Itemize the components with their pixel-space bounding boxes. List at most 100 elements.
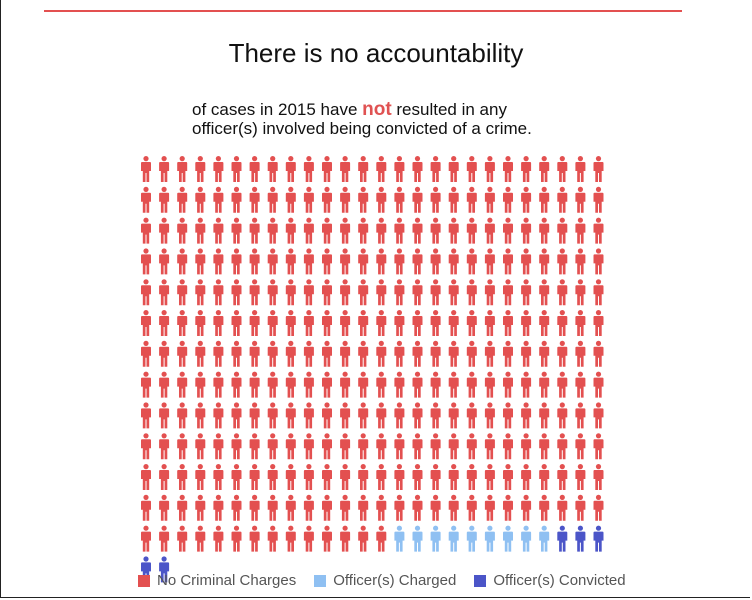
person-icon [484, 217, 495, 244]
person-icon [231, 402, 242, 429]
person-icon [195, 371, 206, 398]
person-icon [376, 433, 387, 460]
person-icon [376, 310, 387, 336]
subtitle-line-1: of cases in 2015 have not resulted in an… [192, 100, 532, 119]
person-icon [412, 186, 423, 213]
person-icon [249, 186, 260, 213]
person-icon [394, 494, 405, 521]
person-icon [285, 310, 296, 336]
person-icon [358, 464, 369, 490]
person-icon [249, 279, 260, 306]
person-icon [213, 433, 224, 460]
person-icon [575, 279, 586, 306]
person-icon [430, 371, 441, 398]
person-icon [430, 433, 441, 460]
person-icon [394, 310, 405, 336]
person-icon [394, 371, 405, 398]
chart-subtitle: of cases in 2015 have not resulted in an… [192, 100, 532, 138]
person-icon [231, 186, 242, 213]
person-icon [430, 525, 441, 552]
person-icon [267, 248, 278, 275]
person-icon [376, 279, 387, 306]
person-icon [484, 525, 495, 552]
person-icon [448, 464, 459, 490]
person-icon [466, 279, 477, 306]
person-icon [340, 279, 351, 306]
person-icon [430, 494, 441, 521]
person-icon [285, 217, 296, 244]
person-icon [231, 279, 242, 306]
person-icon [159, 371, 170, 398]
person-icon [521, 525, 532, 552]
person-icon [575, 525, 586, 552]
person-icon [521, 156, 532, 182]
person-icon [159, 525, 170, 552]
person-icon [340, 156, 351, 182]
person-icon [340, 186, 351, 213]
person-icon [267, 433, 278, 460]
person-icon [412, 217, 423, 244]
person-icon [503, 525, 513, 552]
person-icon [267, 279, 278, 306]
person-icon [195, 494, 206, 521]
person-icon [195, 464, 206, 490]
person-icon [340, 217, 351, 244]
person-icon [466, 217, 477, 244]
person-icon [484, 402, 495, 429]
person-icon [575, 186, 586, 213]
person-icon [213, 402, 224, 429]
person-icon [557, 156, 568, 182]
person-icon [159, 248, 170, 275]
person-icon [141, 494, 151, 521]
person-icon [231, 433, 242, 460]
person-icon [503, 340, 513, 367]
person-icon [340, 433, 351, 460]
person-icon [285, 340, 296, 367]
person-icon [575, 494, 586, 521]
person-icon [430, 402, 441, 429]
person-icon [448, 494, 459, 521]
person-icon [159, 186, 170, 213]
person-icon [503, 217, 513, 244]
person-icon [267, 217, 278, 244]
person-icon [340, 371, 351, 398]
person-icon [448, 279, 459, 306]
person-icon [159, 402, 170, 429]
person-icon [303, 464, 314, 490]
person-icon [503, 402, 513, 429]
person-icon [249, 494, 260, 521]
person-icon [448, 310, 459, 336]
person-icon [213, 525, 224, 552]
person-icon [412, 371, 423, 398]
person-icon [213, 186, 224, 213]
person-icon [267, 186, 278, 213]
person-icon [557, 464, 568, 490]
person-icon [231, 156, 242, 182]
person-icon [484, 248, 495, 275]
person-icon [195, 248, 206, 275]
person-icon [177, 402, 188, 429]
person-icon [249, 525, 260, 552]
person-icon [195, 525, 206, 552]
person-icon [539, 279, 550, 306]
person-icon [249, 248, 260, 275]
person-icon [521, 371, 532, 398]
person-icon [539, 494, 550, 521]
legend-label-officers-charged: Officer(s) Charged [333, 572, 457, 589]
legend-label-no-criminal-charges: No Criminal Charges [157, 572, 297, 589]
legend-item-officers-convicted: Officer(s) Convicted [474, 572, 626, 589]
person-icon [322, 494, 332, 521]
person-icon [322, 186, 332, 213]
person-icon [340, 340, 351, 367]
person-icon [177, 186, 188, 213]
person-icon [195, 340, 206, 367]
person-icon [231, 310, 242, 336]
person-icon [430, 310, 441, 336]
person-icon [231, 340, 242, 367]
person-icon [249, 156, 260, 182]
person-icon [539, 402, 550, 429]
person-icon [340, 525, 351, 552]
person-icon [358, 402, 369, 429]
person-icon [303, 494, 314, 521]
